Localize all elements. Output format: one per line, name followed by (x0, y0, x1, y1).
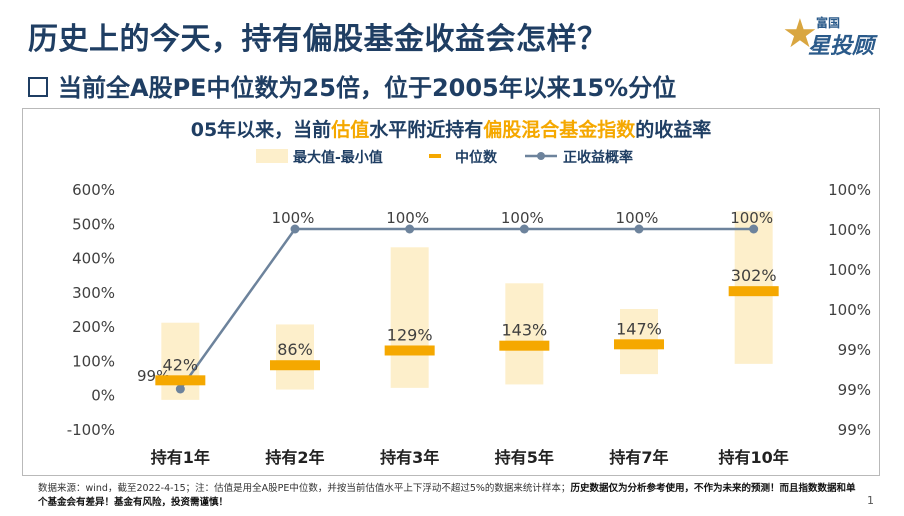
prob-label: 100% (730, 209, 773, 227)
range-bar (276, 324, 314, 390)
legend-median-label: 中位数 (455, 149, 498, 166)
legend-range-label: 最大值-最小值 (293, 149, 383, 166)
legend-prob-label: 正收益概率 (563, 149, 633, 166)
y-left-tick-label: 500% (72, 215, 115, 233)
y-right-tick-label: 99% (838, 341, 871, 359)
median-label: 129% (387, 325, 433, 344)
prob-label: 100% (501, 209, 544, 227)
range-bar (505, 283, 544, 385)
prob-point (405, 224, 415, 234)
median-bar (270, 360, 320, 371)
chart-title-part-2: 水平附近持有 (369, 118, 483, 141)
page-title: 历史上的今天，持有偏股基金收益会怎样？ (28, 22, 608, 57)
chart-title-part-0: 05年以来，当前 (191, 118, 331, 141)
prob-line (179, 227, 754, 390)
subtitle-text: 当前全A股PE中位数为25倍，位于2005年以来15%分位 (58, 74, 677, 102)
median-label: 302% (731, 266, 777, 285)
median-label: 147% (616, 319, 662, 338)
median-bar (728, 286, 779, 297)
y-left-tick-label: 600% (72, 181, 115, 199)
chart-title-part-1: 估值 (330, 118, 369, 141)
x-category-label: 持有1年 (151, 448, 210, 467)
median-label: 42% (163, 355, 199, 374)
x-category-label: 持有2年 (265, 448, 324, 467)
page-number: 1 (867, 494, 874, 507)
x-category-label: 持有3年 (380, 448, 439, 467)
checkbox-square-icon (28, 77, 48, 97)
footnote-source: 数据来源：wind，截至2022-4-15；注：估值是用全A股PE中位数，并按当… (38, 483, 571, 494)
median-label: 86% (277, 340, 313, 359)
median-bar (155, 375, 206, 386)
y-right-tick-label: 100% (828, 261, 871, 279)
range-bar (390, 247, 429, 388)
x-category-label: 持有5年 (495, 448, 554, 467)
page-subtitle: 当前全A股PE中位数为25倍，位于2005年以来15%分位 (28, 68, 676, 103)
y-right-tick-label: 99% (838, 381, 871, 399)
y-right-tick-label: 99% (838, 421, 871, 439)
y-right-tick-label: 100% (828, 221, 871, 239)
star-icon: ★ (782, 11, 818, 57)
prob-point (175, 384, 185, 394)
y-left-tick-label: 300% (72, 284, 115, 302)
chart-panel: 05年以来，当前估值水平附近持有偏股混合基金指数的收益率最大值-最小值 中位数 正收… (22, 108, 880, 476)
y-left-tick-label: 200% (72, 318, 115, 336)
y-right-tick-label: 100% (828, 301, 871, 319)
prob-label: 100% (386, 209, 429, 227)
prob-point (519, 224, 529, 234)
chart-title: 05年以来，当前估值水平附近持有偏股混合基金指数的收益率 (191, 118, 712, 141)
y-left-tick-label: 400% (72, 250, 115, 268)
median-bar (384, 345, 435, 356)
chart-title-part-4: 的收益率 (635, 118, 711, 141)
logo-line1: 富国 (816, 16, 841, 30)
prob-point (749, 224, 759, 234)
footnote: 数据来源：wind，截至2022-4-15；注：估值是用全A股PE中位数，并按当… (38, 482, 860, 510)
legend-prob-marker (537, 152, 545, 160)
prob-label: 100% (616, 209, 659, 227)
prob-point (290, 224, 300, 234)
footnote-disclaimer: 历史数据仅为分析参考使用，不作为未来的预测！而且指数数据和单个基金会有差异！基金… (38, 483, 856, 508)
legend-range-swatch (256, 149, 288, 163)
x-category-label: 持有7年 (609, 448, 668, 467)
median-bar (614, 339, 664, 350)
chart-title-part-3: 偏股混合基金指数 (483, 118, 636, 141)
logo-line2: 星投顾 (808, 34, 875, 59)
legend-median-swatch (429, 154, 441, 158)
y-left-tick-label: 0% (91, 387, 115, 405)
median-label: 143% (501, 321, 547, 340)
prob-label: 100% (272, 209, 315, 227)
y-left-tick-label: 100% (72, 352, 115, 370)
brand-logo: ★ 富国 星投顾 (782, 11, 878, 59)
y-right-tick-label: 100% (828, 181, 871, 199)
prob-point (634, 224, 644, 234)
y-left-tick-label: -100% (67, 421, 115, 439)
median-bar (499, 340, 550, 351)
x-category-label: 持有10年 (719, 448, 789, 467)
